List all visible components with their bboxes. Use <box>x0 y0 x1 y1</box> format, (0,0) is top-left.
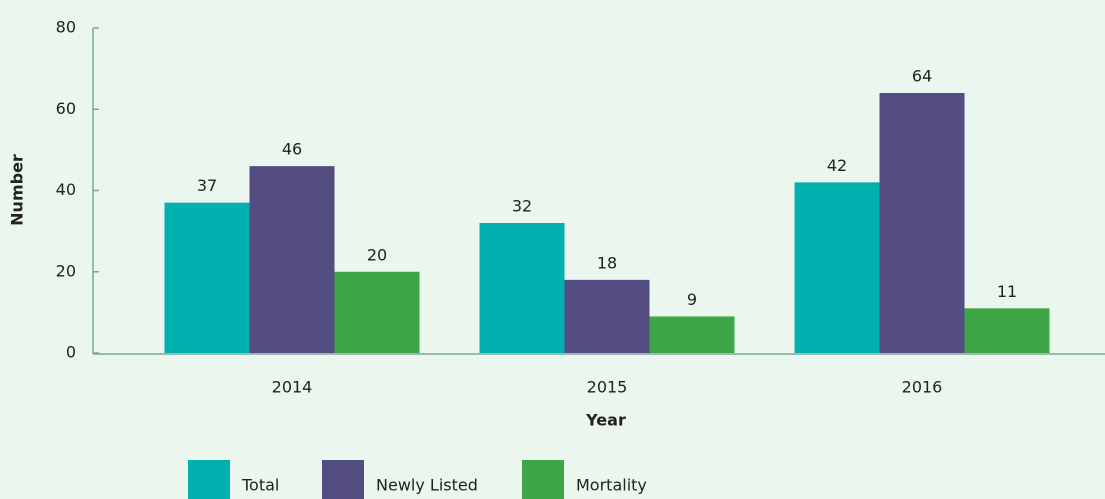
x-tick-label: 2014 <box>272 378 313 397</box>
legend-label: Total <box>241 476 279 495</box>
y-axis-title: Number <box>8 154 27 226</box>
x-axis-title: Year <box>585 411 626 430</box>
value-label: 9 <box>687 290 697 309</box>
legend-label: Newly Listed <box>376 476 478 495</box>
bar <box>794 182 880 353</box>
value-label: 46 <box>282 140 302 159</box>
value-label: 64 <box>912 67 932 86</box>
value-label: 18 <box>597 253 617 272</box>
bar <box>479 223 565 353</box>
y-tick-label: 80 <box>56 18 76 37</box>
value-label: 20 <box>367 245 387 264</box>
y-tick-label: 20 <box>56 261 76 280</box>
legend-swatch <box>322 460 364 499</box>
bar <box>164 202 250 353</box>
value-label: 32 <box>512 197 532 216</box>
legend-swatch <box>188 460 230 499</box>
y-tick-label: 0 <box>66 343 76 362</box>
legend-swatch <box>522 460 564 499</box>
value-label: 11 <box>997 282 1017 301</box>
bar <box>564 279 650 353</box>
x-tick-label: 2015 <box>587 378 628 397</box>
bar <box>964 308 1050 353</box>
bar <box>334 271 420 353</box>
bar <box>649 316 735 353</box>
y-tick-label: 60 <box>56 99 76 118</box>
y-tick-label: 40 <box>56 180 76 199</box>
bar <box>249 166 335 353</box>
x-tick-label: 2016 <box>902 378 943 397</box>
value-label: 42 <box>827 156 847 175</box>
bar <box>879 93 965 353</box>
value-label: 37 <box>197 176 217 195</box>
legend-label: Mortality <box>576 476 647 495</box>
